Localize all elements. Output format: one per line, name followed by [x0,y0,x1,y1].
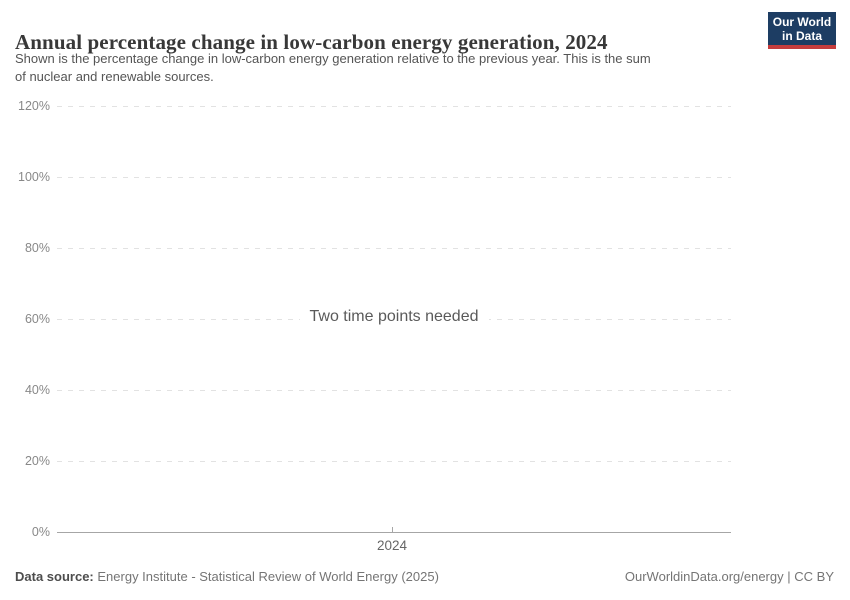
data-source-text[interactable]: Energy Institute - Statistical Review of… [97,569,439,584]
empty-chart-message: Two time points needed [57,308,731,326]
owid-logo: Our World in Data [768,12,836,49]
data-source-label: Data source: [15,569,94,584]
y-axis-tick-label: 60% [24,312,50,326]
footer-separator: | [787,569,791,584]
chart-subtitle-line-1: Shown is the percentage change in low-ca… [15,51,651,66]
y-axis-tick-label: 80% [24,241,50,255]
owid-logo-line-2: in Data [781,28,822,43]
gridline-100 [57,177,731,178]
page-title: Annual percentage change in low-carbon e… [15,30,608,55]
y-axis-tick-label: 20% [24,454,50,468]
x-axis-line [57,532,731,533]
x-axis-tick-label: 2024 [376,538,408,553]
data-source-note: Data source: Energy Institute - Statisti… [15,569,439,584]
footer-license[interactable]: CC BY [794,569,834,584]
owid-logo-line-1: Our World [772,14,832,29]
x-axis-tick-mark [392,527,393,532]
gridline-80 [57,248,731,249]
gridline-40 [57,390,731,391]
footer-url[interactable]: OurWorldinData.org/energy [624,569,784,584]
y-axis-tick-label: 120% [18,99,50,113]
y-axis-tick-label: 40% [24,383,50,397]
y-axis-tick-label: 100% [18,170,50,184]
chart-subtitle-line-2: of nuclear and renewable sources. [15,68,214,84]
footer-attribution: OurWorldinData.org/energy | CC BY [625,569,834,584]
y-axis-tick-label: 0% [31,525,50,539]
chart-subtitle: Shown is the percentage change in low-ca… [15,50,760,85]
gridline-120 [57,106,731,107]
gridline-20 [57,461,731,462]
